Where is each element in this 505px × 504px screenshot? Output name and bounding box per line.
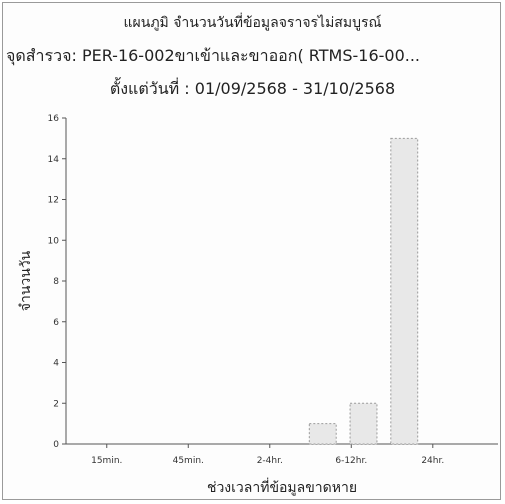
y-tick-label: 8 [53, 277, 59, 287]
x-axis: 15min. 45min. 2-4hr. 6-12hr. 24hr. [66, 443, 498, 466]
x-tick-label: 6-12hr. [335, 456, 367, 466]
x-tick-label: 45min. [173, 456, 204, 466]
bar [349, 402, 378, 445]
y-tick-label: 16 [48, 114, 60, 124]
y-tick-label: 2 [53, 399, 59, 409]
x-axis-title: ช่วงเวลาที่ข้อมูลขาดหาย [207, 478, 357, 496]
y-tick-label: 12 [48, 196, 59, 206]
y-axis: 0 2 4 6 8 10 12 14 16 [48, 114, 67, 450]
y-tick-label: 10 [48, 236, 60, 246]
y-tick-label: 6 [53, 318, 59, 328]
chart-date-range: ตั้งแต่วันที่ : 01/09/2568 - 31/10/2568 [109, 79, 396, 98]
bar [308, 423, 337, 445]
x-tick-label: 2-4hr. [257, 456, 283, 466]
x-tick-label: 24hr. [421, 456, 444, 466]
y-tick-label: 4 [53, 359, 59, 369]
bars-group [308, 137, 419, 445]
chart-title: แผนภูมิ จำนวนวันที่ข้อมูลจราจรไม่สมบูรณ์ [123, 15, 382, 31]
y-axis-title: จำนวนวัน [18, 250, 34, 311]
y-tick-label: 0 [53, 440, 59, 450]
bar [390, 137, 419, 445]
x-tick-label: 15min. [91, 456, 122, 466]
y-tick-label: 14 [48, 155, 60, 165]
chart-subtitle: จุดสำรวจ: PER-16-002ขาเข้าและขาออก( RTMS… [6, 46, 421, 65]
